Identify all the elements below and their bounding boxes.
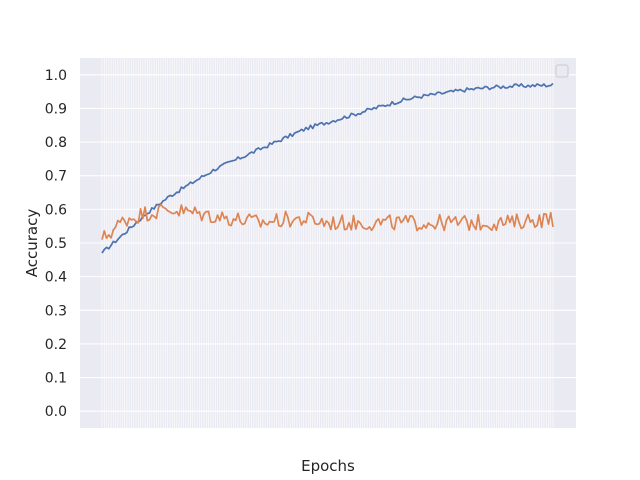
x-axis-label: Epochs (301, 457, 355, 475)
y-gridlines (80, 74, 576, 412)
legend-box (555, 64, 569, 78)
y-tick-label: 0.5 (45, 236, 67, 252)
y-tick-label: 0.8 (45, 135, 67, 151)
y-tick-label: 0.7 (45, 169, 67, 185)
y-tick-label: 1.0 (45, 68, 67, 84)
y-tick-label: 0.4 (45, 270, 67, 286)
series-line-orange (101, 203, 554, 240)
y-tick-label: 0.1 (45, 371, 67, 387)
y-tick-labels: 0.0 0.1 0.2 0.3 0.4 0.5 0.6 0.7 0.8 0.9 1.0 (45, 68, 67, 420)
y-tick-label: 0.6 (45, 202, 67, 218)
series-lines (101, 82, 554, 254)
series-line-blue (101, 82, 554, 254)
y-tick-label: 0.0 (45, 404, 67, 420)
y-tick-label: 0.2 (45, 337, 67, 353)
y-axis-label: Accuracy (23, 209, 41, 278)
y-tick-label: 0.3 (45, 303, 67, 319)
y-tick-label: 0.9 (45, 101, 67, 117)
